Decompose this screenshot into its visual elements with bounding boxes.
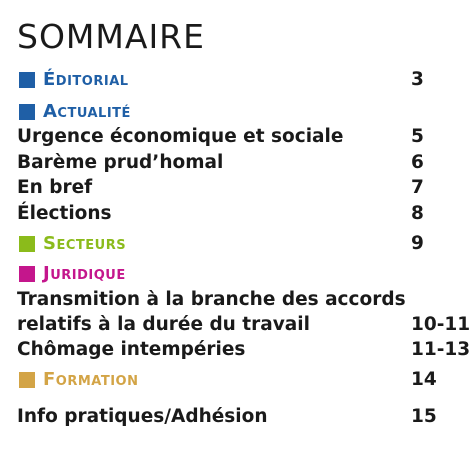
square-bullet-icon (19, 72, 35, 88)
square-bullet-icon (19, 236, 35, 252)
page-number: 14 (411, 369, 437, 390)
entry-title: Barème prud’homal (17, 152, 224, 173)
page-number: 10-11 (411, 314, 470, 335)
section-juridique[interactable]: Juridique (17, 261, 470, 287)
toc-entry-line[interactable]: relatifs à la durée du travail 10-11 (17, 312, 470, 338)
toc-entry[interactable]: Chômage intempéries 11-13 (17, 337, 470, 363)
section-label-formation: Formation (43, 369, 139, 390)
entry-title: Info pratiques/Adhésion (17, 406, 268, 427)
section-label-actualite: Actualité (43, 101, 131, 122)
section-actualite[interactable]: Actualité (17, 99, 470, 125)
page-number: 9 (411, 233, 424, 254)
toc-entry[interactable]: Élections 8 (17, 201, 470, 227)
square-bullet-icon (19, 104, 35, 120)
section-formation[interactable]: Formation 14 (17, 367, 470, 393)
entry-title: Urgence économique et sociale (17, 126, 344, 147)
square-bullet-icon (19, 266, 35, 282)
section-secteurs[interactable]: Secteurs 9 (17, 231, 470, 257)
entry-title-continued: relatifs à la durée du travail (17, 314, 310, 335)
page-number: 15 (411, 406, 437, 427)
page-title: SOMMAIRE (17, 17, 205, 56)
page-number: 6 (411, 152, 424, 173)
toc-entry[interactable]: Info pratiques/Adhésion 15 (17, 404, 470, 430)
page-number: 7 (411, 177, 424, 198)
page-number: 5 (411, 126, 424, 147)
section-label-editorial: Éditorial (43, 69, 129, 90)
toc-entry[interactable]: Urgence économique et sociale 5 (17, 124, 470, 150)
entry-title: Chômage intempéries (17, 339, 246, 360)
entry-title: Transmition à la branche des accords (17, 289, 406, 310)
toc-entry-line[interactable]: Transmition à la branche des accords (17, 287, 470, 313)
page-number: 11-13 (411, 339, 470, 360)
toc-entry[interactable]: En bref 7 (17, 175, 470, 201)
page-number: 8 (411, 203, 424, 224)
square-bullet-icon (19, 372, 35, 388)
entry-title: En bref (17, 177, 93, 198)
section-label-juridique: Juridique (43, 263, 126, 284)
page-number: 3 (411, 69, 424, 90)
section-label-secteurs: Secteurs (43, 233, 127, 254)
toc-entry[interactable]: Barème prud’homal 6 (17, 150, 470, 176)
entry-title: Élections (17, 203, 112, 224)
section-editorial[interactable]: Éditorial 3 (17, 67, 470, 93)
